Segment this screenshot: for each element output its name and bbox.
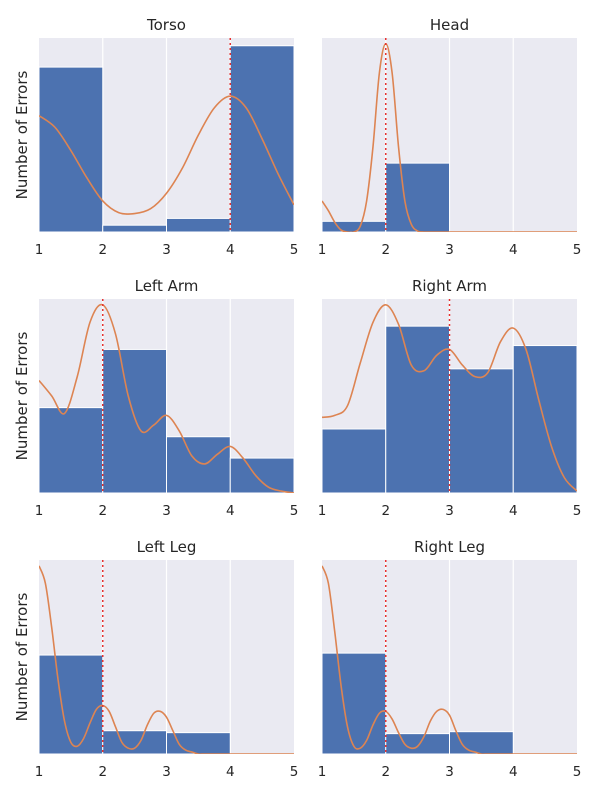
subplot: Left Leg 1 2 3 4 5 Number of Errors (13, 538, 298, 780)
x-tick-label: 5 (573, 242, 582, 258)
x-tick-label: 3 (445, 764, 454, 780)
histogram-bar (321, 428, 387, 494)
histogram-bar (38, 654, 104, 755)
x-tick-label: 5 (573, 503, 582, 519)
x-tick-label: 3 (162, 242, 171, 258)
histogram-bar (166, 732, 231, 755)
x-tick-label: 5 (290, 242, 299, 258)
y-axis-label: Number of Errors (13, 71, 31, 200)
x-tick-label: 5 (573, 764, 582, 780)
histogram-bar (385, 325, 450, 494)
subplot-title: Right Leg (414, 538, 485, 556)
histogram-bar (385, 733, 450, 755)
histogram-bar (38, 66, 104, 233)
x-tick-label: 4 (509, 242, 518, 258)
kde-curve (322, 43, 577, 232)
histogram-bar (321, 652, 387, 755)
x-tick-label: 2 (98, 503, 107, 519)
kde-curve (39, 565, 294, 754)
x-tick-label: 3 (162, 764, 171, 780)
histogram-bar (38, 407, 104, 494)
x-tick-label: 5 (290, 764, 299, 780)
x-tick-label: 3 (445, 503, 454, 519)
histogram-bar (512, 345, 578, 494)
x-tick-label: 1 (35, 764, 44, 780)
histogram-bar (229, 457, 295, 494)
y-axis-label: Number of Errors (13, 593, 31, 722)
kde-curve (322, 565, 577, 754)
subplot-title: Left Leg (137, 538, 197, 556)
x-tick-label: 4 (509, 764, 518, 780)
x-tick-label: 5 (290, 503, 299, 519)
histogram-bar (321, 220, 387, 233)
histogram-bar (449, 368, 514, 494)
x-tick-label: 1 (318, 503, 327, 519)
subplot-title: Left Arm (135, 277, 199, 295)
histogram-bar (102, 730, 167, 755)
x-tick-label: 1 (318, 242, 327, 258)
histogram-bar (166, 436, 231, 494)
kde-curve (39, 95, 294, 215)
subplot-title: Torso (146, 16, 186, 34)
x-tick-label: 1 (35, 503, 44, 519)
subplot-title: Right Arm (412, 277, 487, 295)
x-tick-label: 1 (318, 764, 327, 780)
subplot: Right Leg 1 2 3 4 5 (318, 538, 582, 780)
histogram-bar (102, 348, 167, 494)
x-tick-label: 4 (226, 503, 235, 519)
x-tick-label: 2 (98, 764, 107, 780)
x-tick-label: 4 (226, 242, 235, 258)
x-tick-label: 2 (98, 242, 107, 258)
histogram-bar (385, 162, 450, 233)
histogram-bar (102, 224, 167, 233)
x-tick-label: 2 (381, 503, 390, 519)
x-tick-label: 3 (445, 242, 454, 258)
x-tick-label: 2 (381, 242, 390, 258)
subplot: Right Arm 1 2 3 4 5 (318, 277, 582, 519)
subplot: Left Arm 1 2 3 4 5 Number of Errors (13, 277, 298, 519)
x-tick-label: 3 (162, 503, 171, 519)
histogram-bar (166, 217, 231, 233)
subplot: Head 1 2 3 4 5 (318, 16, 582, 258)
y-axis-label: Number of Errors (13, 332, 31, 461)
x-tick-label: 2 (381, 764, 390, 780)
subplot: Torso 1 2 3 4 5 Number of Errors (13, 16, 298, 258)
x-tick-label: 1 (35, 242, 44, 258)
kde-curve (39, 303, 294, 493)
histogram-bar (449, 731, 514, 755)
x-tick-label: 4 (226, 764, 235, 780)
x-tick-label: 4 (509, 503, 518, 519)
subplot-title: Head (430, 16, 469, 34)
